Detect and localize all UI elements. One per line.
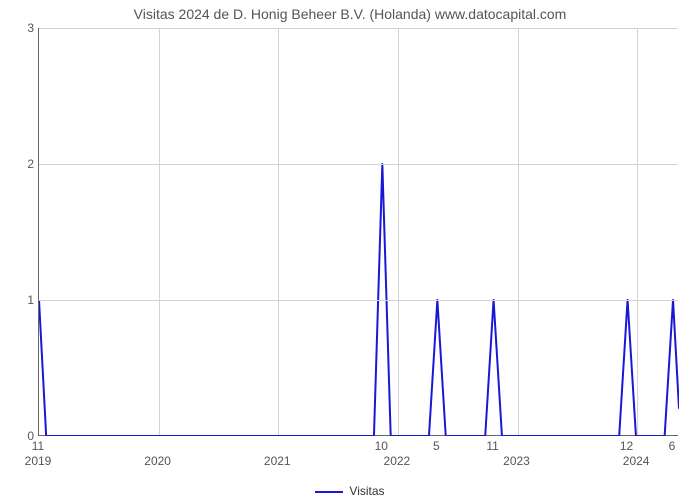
x-value-label: 11 [32,439,44,453]
y-tick-label: 1 [18,293,34,307]
x-value-label: 12 [620,439,633,453]
hgrid-line [39,28,678,29]
x-tick-label: 2021 [264,454,291,468]
chart-container: Visitas 2024 de D. Honig Beheer B.V. (Ho… [0,0,700,500]
vgrid-line [159,28,160,435]
chart-title: Visitas 2024 de D. Honig Beheer B.V. (Ho… [0,6,700,22]
vgrid-line [637,28,638,435]
vgrid-line [518,28,519,435]
x-tick-label: 2024 [623,454,650,468]
y-tick-label: 3 [18,21,34,35]
hgrid-line [39,164,678,165]
x-value-label: 10 [375,439,388,453]
x-tick-label: 2019 [25,454,52,468]
line-series [39,28,679,436]
x-tick-label: 2022 [384,454,411,468]
hgrid-line [39,300,678,301]
vgrid-line [278,28,279,435]
x-value-label: 5 [433,439,440,453]
vgrid-line [398,28,399,435]
x-tick-label: 2020 [144,454,171,468]
legend-swatch [315,491,343,493]
y-tick-label: 2 [18,157,34,171]
plot-area [38,28,678,436]
x-tick-label: 2023 [503,454,530,468]
x-value-label: 11 [486,439,498,453]
legend: Visitas [0,484,700,498]
legend-label: Visitas [349,484,384,498]
x-value-label: 6 [669,439,676,453]
